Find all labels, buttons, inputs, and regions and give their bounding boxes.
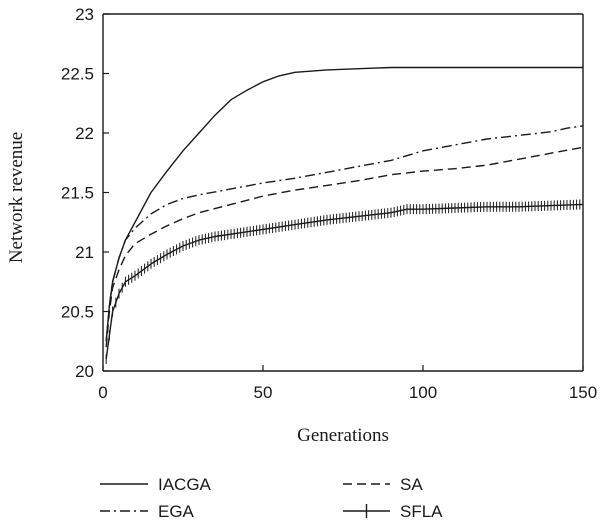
y-tick-label: 21.5: [61, 184, 94, 203]
series-line-iacga: [105, 66, 583, 342]
y-tick-label: 20: [75, 362, 94, 381]
series-markers-sfla: [105, 199, 584, 365]
legend: IACGA SA EGA SFLA: [100, 475, 443, 521]
x-tick-label: 50: [254, 383, 273, 402]
legend-label-sa: SA: [400, 475, 423, 494]
y-tick-label: 20.5: [61, 303, 94, 322]
y-ticks: 20 20.5 21 21.5 22 22.5 23: [61, 5, 109, 381]
legend-label-sfla: SFLA: [400, 502, 443, 521]
x-ticks: 0 50 100 150: [98, 365, 597, 402]
plot-area: [105, 66, 584, 365]
x-axis-title: Generations: [297, 425, 389, 446]
x-tick-label: 100: [409, 383, 437, 402]
series-line-sfla: [105, 203, 584, 360]
y-axis-title: Network revenue: [6, 132, 27, 263]
y-tick-label: 23: [75, 5, 94, 24]
x-tick-label: 150: [569, 383, 597, 402]
y-tick-label: 22.5: [61, 65, 94, 84]
series-line-sa: [105, 146, 584, 348]
y-tick-label: 21: [75, 243, 94, 262]
x-tick-label: 0: [98, 383, 107, 402]
y-tick-label: 22: [75, 124, 94, 143]
legend-label-iacga: IACGA: [158, 475, 212, 494]
legend-label-ega: EGA: [158, 502, 195, 521]
